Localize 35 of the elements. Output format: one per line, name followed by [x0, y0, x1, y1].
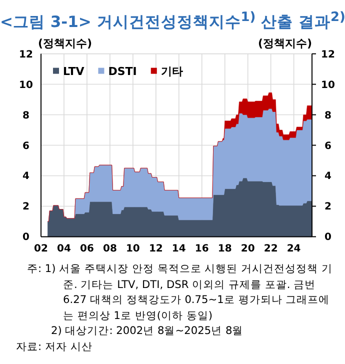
x-tick-label: 08 — [102, 244, 117, 255]
legend-label: DSTI — [108, 64, 137, 78]
x-tick-label: 14 — [172, 244, 186, 255]
x-tick-label: 22 — [264, 244, 278, 255]
y2-tick-label: 8 — [324, 110, 332, 122]
text: 자료: 저자 시산 — [15, 340, 94, 354]
y2-tick-label: 4 — [324, 171, 332, 182]
y-tick-label: 2 — [22, 202, 30, 213]
x-tick-label: 20 — [240, 244, 255, 255]
text: 주: 1) 서울 주택시장 안정 목적으로 시행된 거시건전성정책 기준. 기타는 LTV, DTI, DSR 이외의 규제를 포괄. 금번 6.27 대책의 정책강도가 0.75~1로 평가되나 그래프에는 편의상 1로 반영(이하 동일) — [26, 262, 334, 324]
y2-tick-label: 6 — [324, 140, 332, 152]
y2-tick-label: 2 — [324, 202, 332, 213]
legend-label: 기타 — [160, 64, 183, 78]
chart-title: <그림 3-1> 거시건전성정책지수$^{1)}$ 산출 결과$^{2)}$ — [0, 10, 345, 34]
x-tick-label: 10 — [126, 244, 140, 255]
text: 2) 대상기간: 2002년 8월~2025년 8월 — [50, 324, 244, 339]
y2-tick-label: 0 — [324, 232, 332, 244]
y-tick-label: 0 — [22, 232, 30, 244]
x-tick-label: 12 — [148, 244, 163, 255]
y-tick-label: 10 — [19, 80, 33, 91]
y-axis-title: (정책지수) — [38, 36, 92, 51]
x-tick-label: 04 — [57, 244, 71, 255]
y-tick-label: 12 — [19, 49, 33, 60]
y2-tick-label: 12 — [321, 49, 335, 60]
x-tick-label: 02 — [34, 244, 48, 255]
x-tick-label: 24 — [286, 244, 301, 255]
y-tick-label: 8 — [22, 110, 30, 122]
x-tick-label: 18 — [218, 244, 232, 255]
y2-axis-title: (정책지수) — [258, 36, 312, 51]
y-tick-label: 4 — [22, 171, 30, 182]
x-tick-label: 16 — [194, 244, 209, 255]
legend-label: LTV — [63, 64, 85, 78]
x-tick-label: 06 — [80, 244, 94, 255]
y-tick-label: 6 — [22, 140, 30, 152]
y2-tick-label: 10 — [321, 80, 335, 91]
